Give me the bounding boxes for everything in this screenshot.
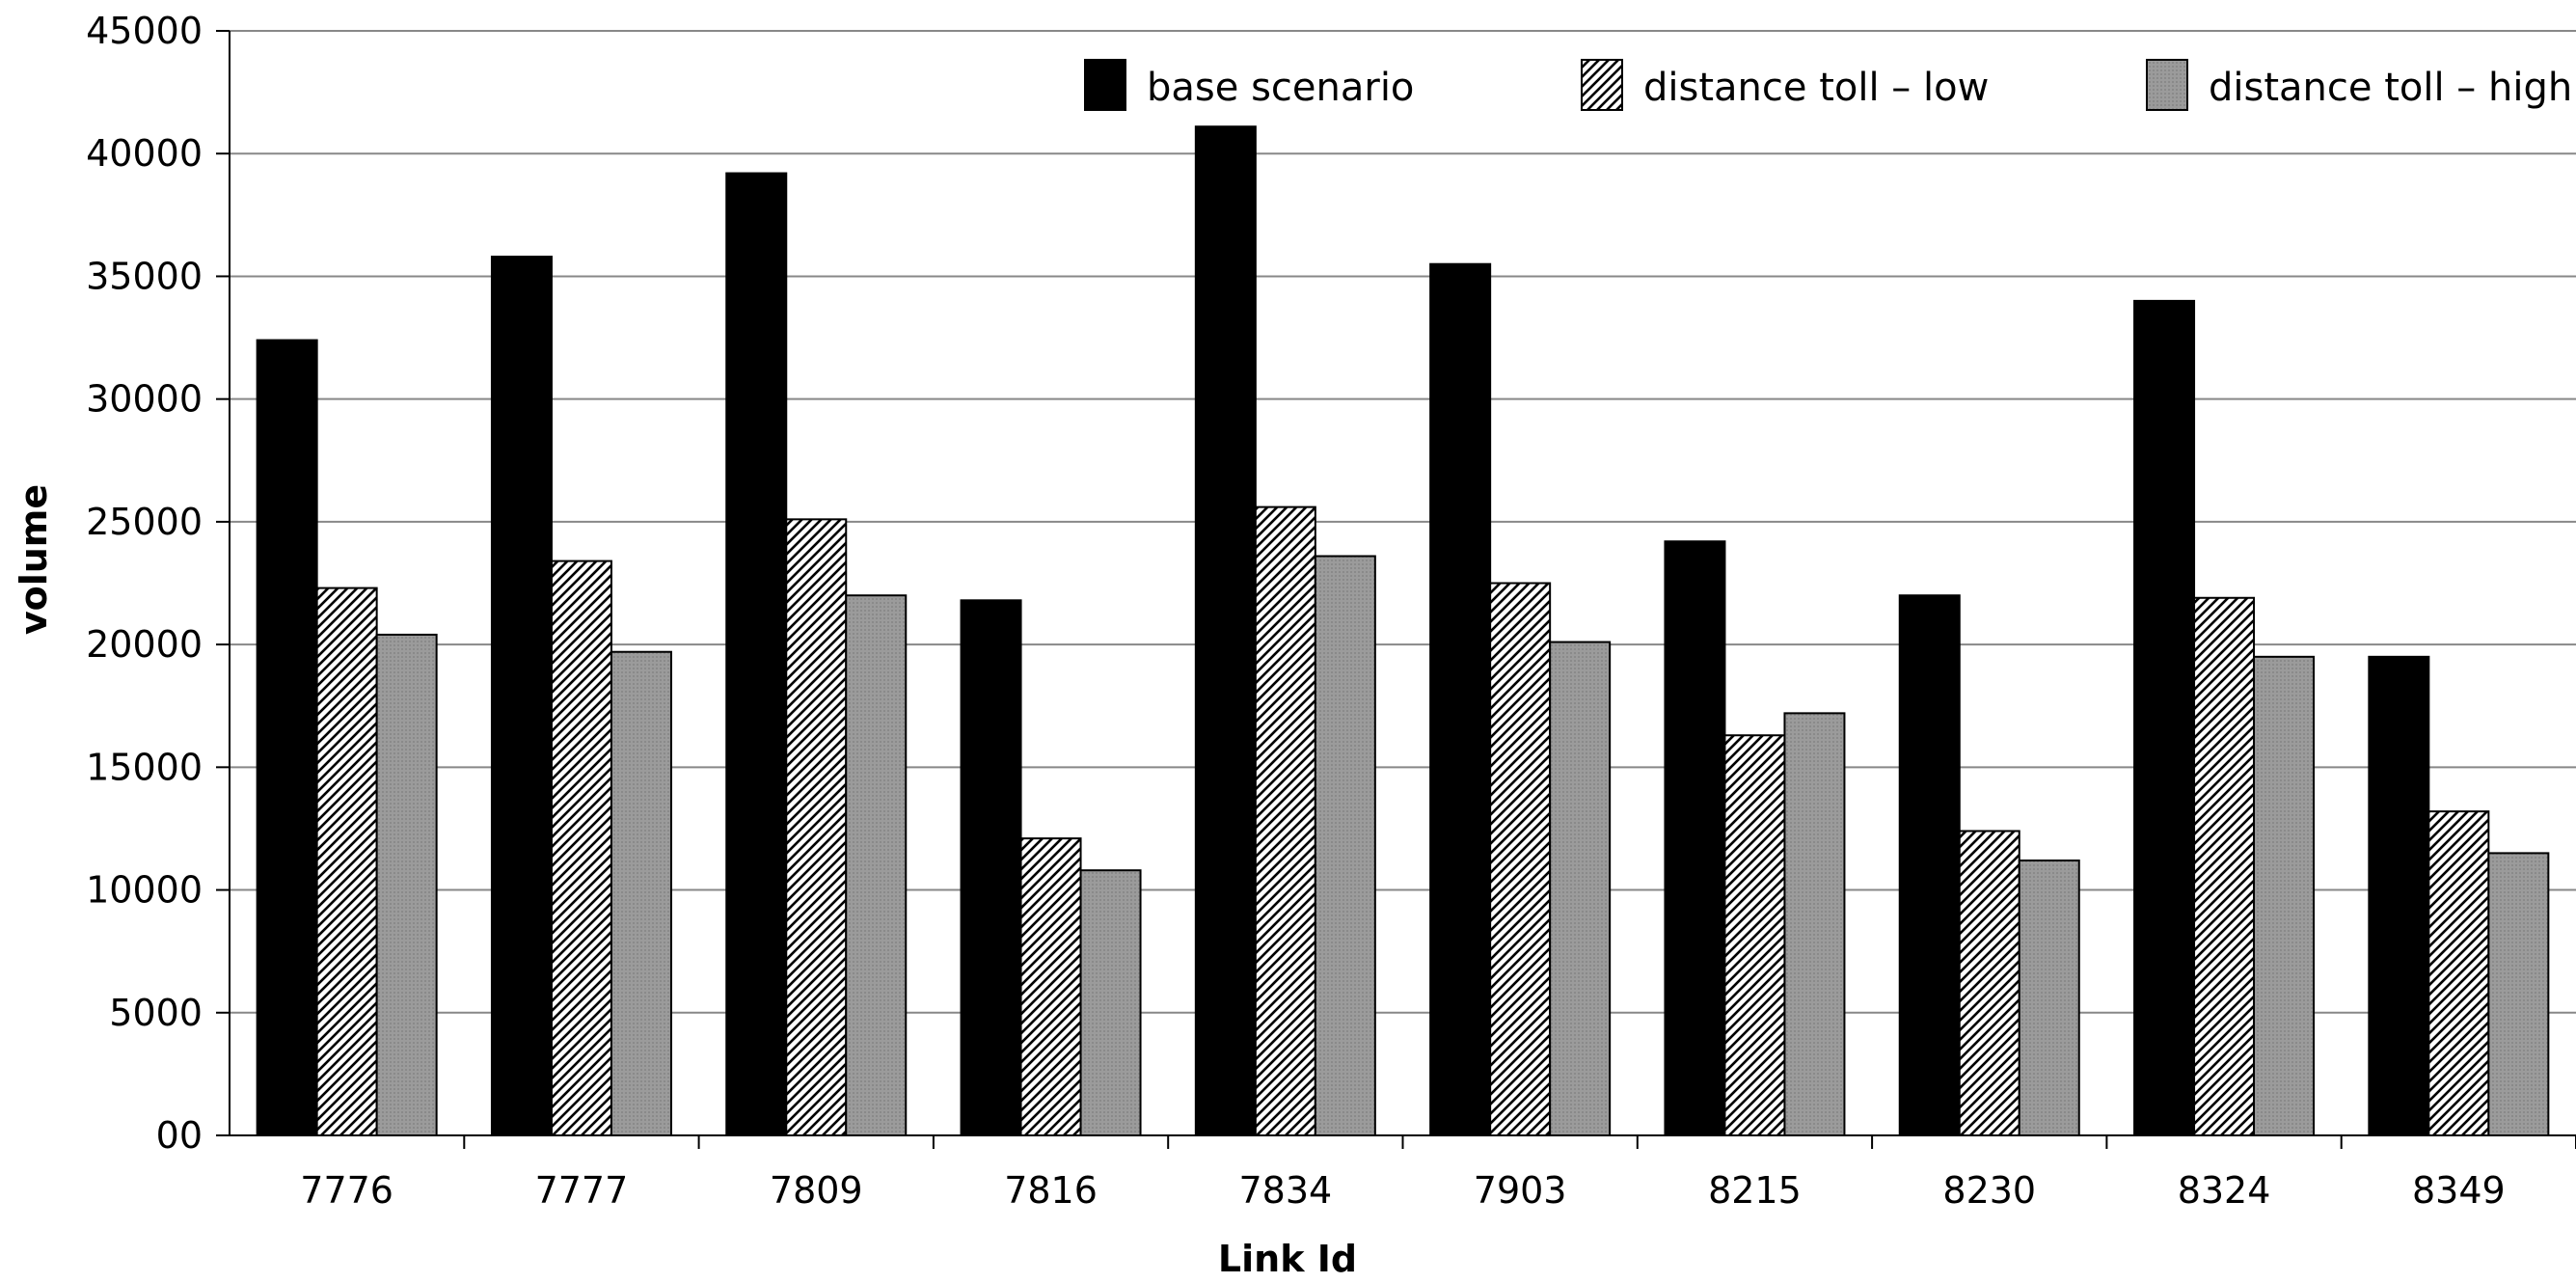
bar-distance-toll-high-8215 bbox=[1783, 712, 1846, 1136]
x-tick-label-8215: 8215 bbox=[1708, 1169, 1802, 1212]
x-tick-label-7903: 7903 bbox=[1474, 1169, 1567, 1212]
y-tick-label: 5000 bbox=[109, 992, 203, 1034]
legend-swatch-distance-toll-high bbox=[2146, 59, 2188, 111]
x-tick-label-8349: 8349 bbox=[2412, 1169, 2506, 1212]
y-tick-label: 35000 bbox=[86, 255, 203, 297]
bar-distance-toll-low-7903 bbox=[1489, 582, 1552, 1136]
bar-base-scenario-7809 bbox=[725, 172, 788, 1137]
bar-distance-toll-low-7776 bbox=[315, 587, 378, 1136]
axes: 00 5000 10000 15000 20000 25000 30000 35000 4000… bbox=[86, 10, 2576, 1212]
bar-base-scenario-8324 bbox=[2133, 299, 2196, 1136]
y-tick-label: 00 bbox=[156, 1114, 203, 1157]
x-tick-label-7776: 7776 bbox=[300, 1169, 393, 1212]
bar-distance-toll-low-7816 bbox=[1019, 837, 1082, 1136]
bar-distance-toll-low-8349 bbox=[2427, 810, 2490, 1137]
bar-base-scenario-7816 bbox=[960, 599, 1022, 1136]
bar-base-scenario-7777 bbox=[490, 256, 553, 1137]
x-tick-label-7834: 7834 bbox=[1238, 1169, 1332, 1212]
bar-base-scenario-8349 bbox=[2368, 655, 2430, 1136]
bar-distance-toll-low-7809 bbox=[785, 518, 848, 1136]
x-tick-label-7816: 7816 bbox=[1004, 1169, 1098, 1212]
bars bbox=[256, 125, 2550, 1137]
y-tick-label: 20000 bbox=[86, 623, 203, 666]
y-tick-label: 30000 bbox=[86, 378, 203, 421]
legend-label-distance-toll-high: distance toll – high bbox=[2209, 66, 2572, 110]
bar-distance-toll-high-7776 bbox=[375, 633, 438, 1136]
bar-distance-toll-high-7903 bbox=[1549, 641, 1612, 1136]
x-axis-title: Link Id bbox=[1218, 1238, 1357, 1280]
x-tick-label-8230: 8230 bbox=[1942, 1169, 2036, 1212]
bar-distance-toll-high-7816 bbox=[1079, 869, 1142, 1136]
legend: base scenario distance toll – low distance… bbox=[1084, 59, 2572, 111]
bar-base-scenario-8215 bbox=[1664, 540, 1726, 1136]
bar-distance-toll-high-7777 bbox=[610, 650, 672, 1136]
bar-distance-toll-high-8324 bbox=[2253, 655, 2316, 1136]
y-tick-label: 15000 bbox=[86, 746, 203, 788]
bar-base-scenario-7776 bbox=[256, 339, 318, 1137]
bar-distance-toll-low-8215 bbox=[1723, 734, 1786, 1136]
x-tick-label-7777: 7777 bbox=[535, 1169, 629, 1212]
bar-base-scenario-7903 bbox=[1429, 262, 1492, 1136]
bar-distance-toll-high-8349 bbox=[2487, 852, 2550, 1137]
bar-distance-toll-high-8230 bbox=[2018, 860, 2080, 1136]
bar-distance-toll-high-7834 bbox=[1314, 555, 1376, 1136]
bar-base-scenario-8230 bbox=[1898, 594, 1961, 1136]
legend-swatch-distance-toll-low bbox=[1581, 59, 1623, 111]
legend-label-base-scenario: base scenario bbox=[1147, 66, 1414, 110]
y-tick-label: 45000 bbox=[86, 10, 203, 52]
x-tick-label-7809: 7809 bbox=[770, 1169, 863, 1212]
bar-distance-toll-low-7834 bbox=[1254, 505, 1316, 1136]
legend-swatch-base-scenario bbox=[1084, 59, 1126, 111]
bar-distance-toll-low-8324 bbox=[2193, 596, 2256, 1136]
bar-distance-toll-low-7777 bbox=[550, 560, 612, 1136]
y-tick-label: 10000 bbox=[86, 869, 203, 912]
bar-base-scenario-7834 bbox=[1194, 125, 1257, 1137]
y-tick-label: 40000 bbox=[86, 132, 203, 175]
y-axis-title: volume bbox=[13, 484, 55, 635]
x-tick-label-8324: 8324 bbox=[2178, 1169, 2271, 1212]
legend-label-distance-toll-low: distance toll – low bbox=[1643, 66, 1989, 110]
bar-distance-toll-high-7809 bbox=[845, 594, 908, 1136]
y-tick-label: 25000 bbox=[86, 501, 203, 543]
bar-distance-toll-low-8230 bbox=[1958, 830, 2020, 1136]
